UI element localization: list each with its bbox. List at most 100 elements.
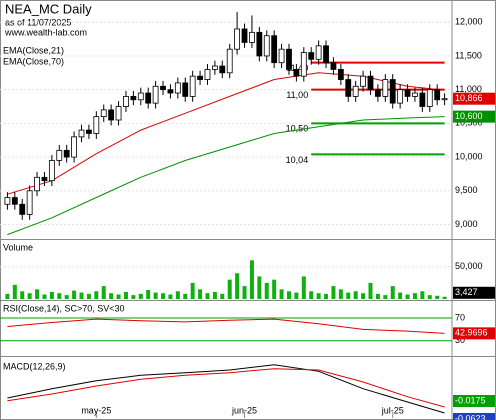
bar	[361, 293, 366, 299]
bar	[324, 293, 329, 299]
level-label: 11,00	[286, 90, 308, 100]
candle-body	[426, 89, 433, 107]
bar	[79, 292, 84, 299]
candle-body	[241, 28, 248, 43]
candle-body	[34, 176, 40, 192]
bar	[146, 289, 151, 299]
legend-label: EMA(Close,21)	[3, 45, 64, 55]
bar	[264, 282, 269, 299]
candle-body	[256, 31, 263, 57]
bar	[5, 293, 10, 299]
candle-body	[160, 85, 166, 91]
bar	[168, 294, 173, 299]
bar	[64, 295, 69, 299]
bar	[249, 260, 254, 299]
bar	[131, 295, 136, 299]
candle-body	[263, 35, 270, 57]
candle-body	[115, 106, 122, 121]
bar	[212, 291, 217, 299]
level-label: 10,04	[286, 155, 309, 165]
bar	[390, 286, 395, 299]
candle-body	[315, 45, 322, 60]
bar	[242, 286, 247, 299]
candle-body	[300, 52, 307, 77]
bar	[331, 286, 336, 299]
y-tick-label: 9,000	[455, 219, 478, 229]
bar	[435, 295, 440, 299]
candle-body	[375, 89, 381, 97]
bar	[405, 294, 410, 299]
value-label: -0.0623	[455, 413, 486, 420]
value-label: 42.9696	[455, 328, 488, 338]
bar	[116, 294, 121, 299]
candle-body	[56, 149, 63, 161]
candle-body	[26, 190, 33, 215]
candle-body	[337, 69, 344, 80]
bar	[442, 296, 447, 299]
bar	[72, 290, 77, 299]
candle-body	[204, 69, 211, 80]
y-tick-label: 50,000	[455, 261, 483, 271]
subtitle: as of 11/07/2025	[5, 17, 71, 27]
value-box	[453, 395, 495, 407]
x-tick-label: jun-25	[231, 405, 257, 415]
bar	[398, 292, 403, 299]
candle-body	[352, 85, 359, 97]
candle-body	[308, 52, 315, 60]
line	[7, 368, 445, 408]
candle-body	[130, 96, 137, 101]
candle-body	[234, 28, 241, 50]
line	[7, 364, 445, 414]
bar	[35, 289, 40, 299]
candle-body	[249, 31, 255, 43]
panel-title: MACD(12,26,9)	[3, 361, 66, 371]
candle-body	[123, 96, 129, 107]
y-tick-label: 70	[455, 312, 465, 322]
candle-body	[278, 48, 285, 64]
candle-body	[182, 82, 189, 97]
candle-body	[48, 160, 55, 182]
candle-body	[145, 92, 152, 104]
candle-body	[78, 129, 85, 138]
bar	[383, 295, 388, 299]
line	[7, 318, 445, 334]
y-tick-label: 10,500	[455, 118, 483, 128]
candle-body	[345, 79, 352, 97]
bar	[205, 293, 210, 299]
candle-body	[11, 197, 18, 205]
bar	[109, 293, 114, 299]
candle-body	[197, 75, 203, 80]
bar	[294, 292, 299, 299]
x-tick-label: may-25	[81, 405, 111, 415]
candle-body	[174, 82, 181, 94]
bar	[227, 279, 232, 299]
bar	[286, 291, 291, 299]
candle-body	[93, 116, 100, 134]
candle-body	[434, 89, 441, 101]
bar	[138, 293, 143, 299]
candle-body	[419, 92, 426, 107]
bar	[272, 279, 277, 299]
value-box	[453, 110, 495, 123]
y-tick-label: 9,500	[455, 185, 478, 195]
y-tick-label: 11,000	[455, 84, 482, 94]
value-label: 10,600	[455, 111, 483, 121]
bar	[161, 293, 166, 299]
bar	[420, 291, 425, 299]
candle-body	[323, 45, 329, 64]
candle-body	[108, 109, 115, 121]
bar	[427, 295, 432, 299]
value-box	[453, 286, 495, 299]
bar	[257, 276, 262, 299]
bar	[27, 293, 32, 299]
candle-body	[389, 79, 396, 104]
bar	[220, 293, 225, 299]
bar	[20, 291, 25, 299]
y-tick-label: 10,000	[455, 151, 483, 161]
bar	[183, 293, 188, 299]
bar	[94, 291, 99, 299]
value-box	[453, 412, 495, 420]
candle-body	[412, 92, 418, 97]
